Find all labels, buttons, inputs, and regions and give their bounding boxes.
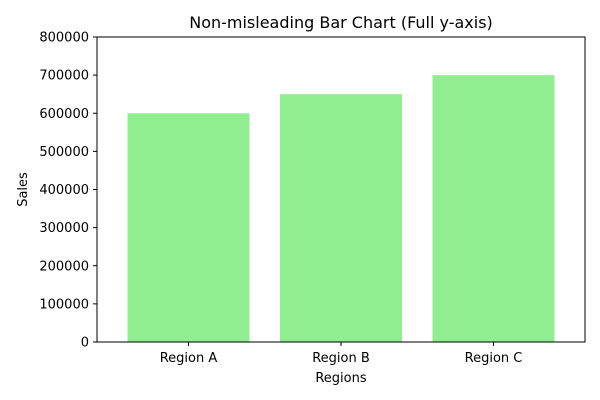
bars-group bbox=[127, 75, 555, 342]
x-tick-label: Region C bbox=[465, 351, 523, 366]
x-axis-label: Regions bbox=[315, 371, 367, 386]
bar-region-c bbox=[432, 75, 555, 342]
y-tick-label: 400000 bbox=[39, 183, 89, 198]
y-tick-label: 300000 bbox=[39, 221, 89, 236]
y-tick-label: 800000 bbox=[39, 31, 89, 46]
bar-region-a bbox=[127, 113, 250, 342]
x-tick-label: Region A bbox=[160, 351, 218, 366]
y-tick-label: 200000 bbox=[39, 259, 89, 274]
chart-title: Non-misleading Bar Chart (Full y-axis) bbox=[189, 13, 493, 32]
bar-region-b bbox=[280, 94, 402, 342]
y-tick-label: 700000 bbox=[39, 69, 89, 84]
y-axis-ticks: 0 100000 200000 300000 400000 500000 600000 700… bbox=[39, 31, 97, 351]
y-tick-label: 100000 bbox=[39, 297, 89, 312]
y-axis-label: Sales bbox=[16, 172, 31, 207]
y-tick-label: 600000 bbox=[39, 107, 89, 122]
y-tick-label: 500000 bbox=[39, 145, 89, 160]
x-axis-ticks: Region A Region B Region C bbox=[160, 342, 523, 366]
y-tick-label: 0 bbox=[81, 336, 89, 351]
x-tick-label: Region B bbox=[312, 351, 370, 366]
